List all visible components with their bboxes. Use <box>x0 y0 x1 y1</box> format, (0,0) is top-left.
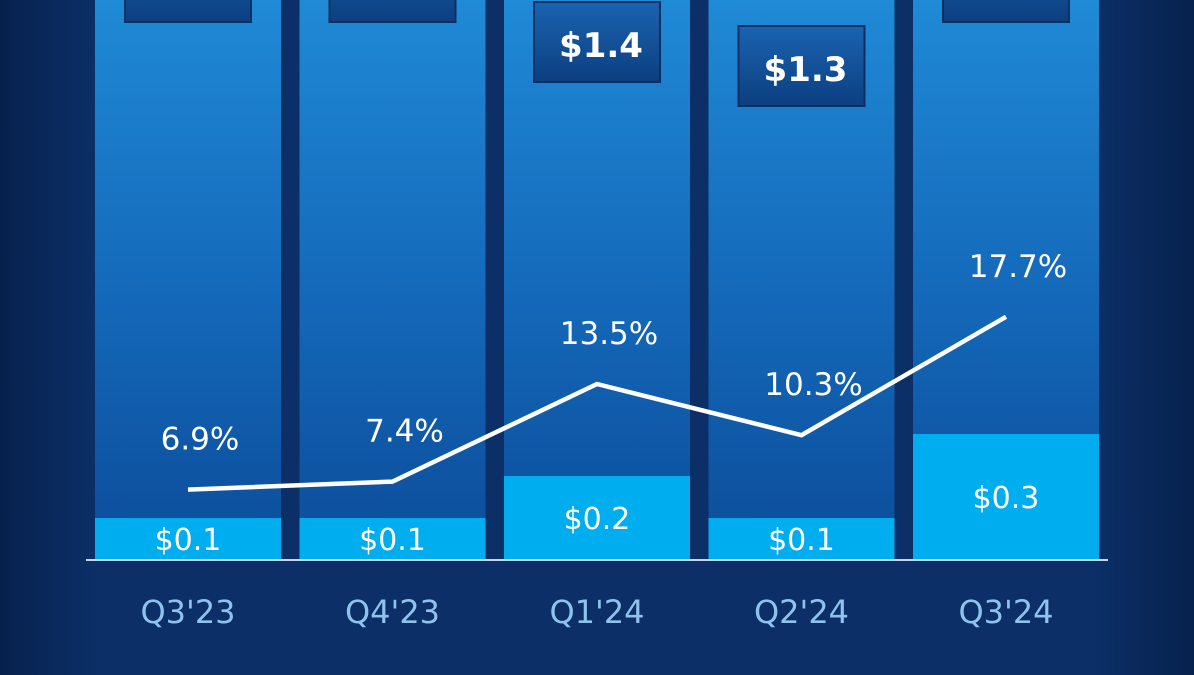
segment-bar <box>299 518 486 560</box>
x-tick-label: Q2'24 <box>754 593 849 631</box>
segment-bar <box>504 476 690 560</box>
percentage-label: 10.3% <box>764 367 862 403</box>
segment-value-label: $0.1 <box>768 523 835 558</box>
percentage-label: 13.5% <box>560 316 658 352</box>
total-label-box-cropped <box>124 0 252 23</box>
percentage-label: 17.7% <box>969 249 1067 285</box>
total-label-box-cropped <box>942 0 1070 23</box>
x-tick-label: Q1'24 <box>549 593 644 631</box>
total-label-box: $1.3 <box>737 25 866 107</box>
total-bar <box>504 0 690 560</box>
total-bar <box>95 0 281 560</box>
total-label-box-bg <box>737 25 866 107</box>
segment-bar <box>913 434 1099 560</box>
x-tick-label: Q3'23 <box>140 593 235 631</box>
percentage-label: 7.4% <box>365 414 444 450</box>
total-value-label: $1.4 <box>559 26 643 66</box>
segment-bar <box>95 518 281 560</box>
segment-bar <box>708 518 895 560</box>
total-bar <box>299 0 486 560</box>
percentage-label: 6.9% <box>161 422 240 458</box>
total-label-box: $1.4 <box>533 1 661 83</box>
segment-value-label: $0.2 <box>564 502 631 537</box>
percentage-line <box>187 314 1008 492</box>
x-tick-label: Q4'23 <box>345 593 440 631</box>
total-label-box-bg <box>533 1 661 83</box>
x-tick-label: Q3'24 <box>958 593 1053 631</box>
segment-value-label: $0.3 <box>973 481 1040 516</box>
segment-value-label: $0.1 <box>155 523 222 558</box>
total-label-box-cropped <box>328 0 457 23</box>
total-value-label: $1.3 <box>764 50 848 90</box>
segment-value-label: $0.1 <box>359 523 426 558</box>
